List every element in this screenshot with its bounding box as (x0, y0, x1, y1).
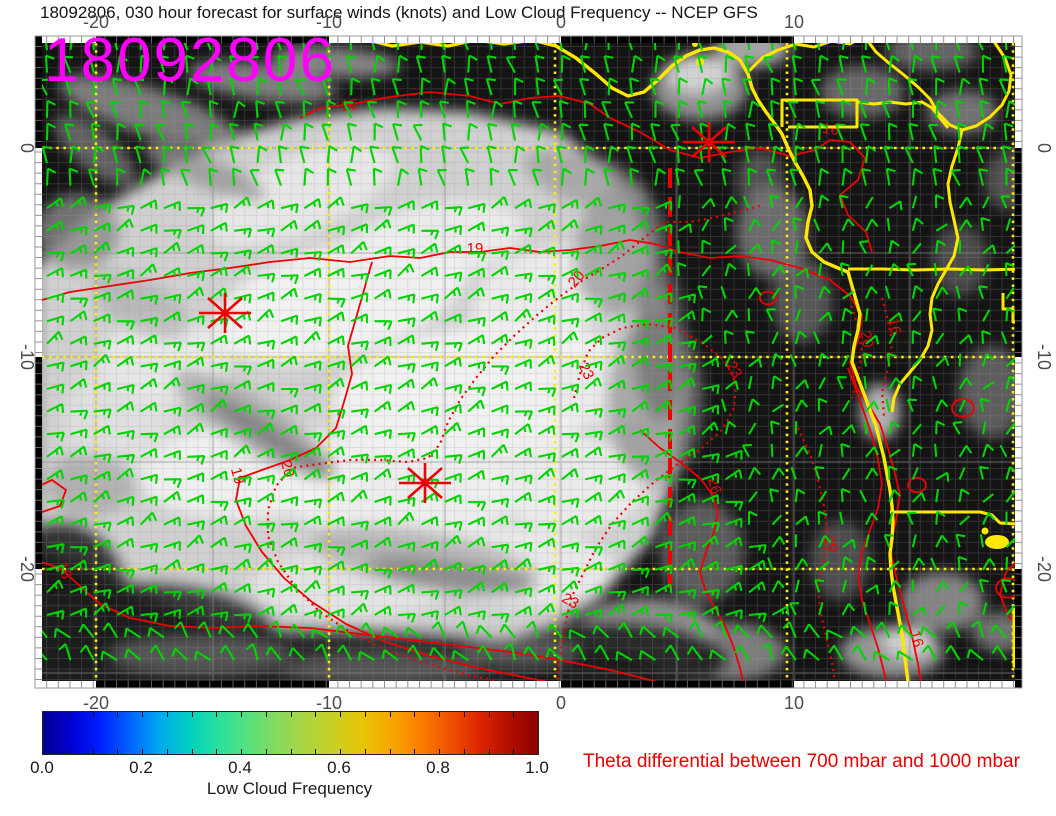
asterisk-marker (199, 293, 251, 333)
lon-tick-label-top: -20 (83, 12, 109, 32)
colorbar-tick (340, 749, 341, 754)
contour-label: 19 (467, 240, 484, 257)
colorbar-tick (290, 749, 292, 754)
map-frame (34, 35, 1023, 689)
colorbar-tick (142, 712, 143, 717)
colorbar-label: Low Cloud Frequency (206, 779, 373, 798)
colorbar (42, 711, 539, 755)
colorbar-tick (488, 712, 490, 717)
colorbar-tick (389, 749, 391, 754)
country-border (890, 129, 964, 413)
colorbar-tick-label: 0.0 (30, 758, 54, 777)
country-border (890, 510, 1017, 526)
lon-tick-label-top: 0 (556, 12, 566, 32)
colorbar-tick (513, 749, 515, 754)
colorbar-tick (414, 712, 416, 717)
chart-title: 18092806, 030 hour forecast for surface … (40, 3, 758, 22)
colorbar-tick (364, 712, 366, 717)
colorbar-tick-label: 0.8 (426, 758, 450, 777)
colorbar-tick (315, 749, 317, 754)
contour-label: 16 (821, 120, 840, 139)
colorbar-tick (216, 712, 218, 717)
colorbar-tick (364, 749, 366, 754)
colorbar-tick (265, 749, 267, 754)
lon-tick-label-bottom: 0 (556, 693, 566, 713)
colorbar-tick (92, 749, 94, 754)
lon-tick-label-top: 10 (784, 12, 804, 32)
lat-tick-label-right: -20 (1034, 556, 1054, 582)
theta-caption: Theta differential between 700 mbar and … (583, 751, 1020, 772)
lon-tick-label-bottom: -20 (83, 693, 109, 713)
contour-label: 23 (722, 358, 745, 381)
lat-tick-label-right: -10 (1034, 344, 1054, 370)
contour-label: 16 (340, 96, 359, 115)
lon-tick-label-top: -10 (316, 12, 342, 32)
colorbar-tick (117, 712, 119, 717)
contour-label: 23 (559, 590, 582, 613)
contour-label: 16 (53, 560, 75, 581)
colorbar-tick (290, 712, 292, 717)
colorbar-tick (166, 712, 168, 717)
colorbar-tick (439, 749, 440, 754)
colorbar-tick (488, 749, 490, 754)
colorbar-tick (166, 749, 168, 754)
coastline (367, 38, 911, 688)
lat-tick-label-right: 0 (1034, 143, 1054, 153)
colorbar-tick (389, 712, 391, 717)
colorbar-tick-label: 0.2 (129, 758, 153, 777)
contour-label: 29 (819, 534, 841, 555)
contour-label: 19 (227, 466, 248, 487)
colorbar-tick (414, 749, 416, 754)
coastline-layer (367, 36, 1022, 688)
country-border (780, 98, 859, 129)
colorbar-tick (92, 712, 94, 717)
colorbar-tick (241, 712, 242, 717)
colorbar-tick (117, 749, 119, 754)
colorbar-tick (513, 712, 515, 717)
salt-pan (985, 535, 1009, 549)
lat-tick-label-left: 0 (17, 143, 37, 153)
axis-labels: -20 -20 -10 -10 0 0 10 10 0 0 -10 -10 -20 -20 (17, 12, 1054, 713)
colorbar-tick (67, 712, 69, 717)
colorbar-tick (191, 712, 193, 717)
colorbar-tick-label: 1.0 (525, 758, 549, 777)
colorbar-tick (67, 749, 69, 754)
lat-tick-label-left: -20 (17, 556, 37, 582)
datestamp-overlay: 18092806 (44, 26, 336, 95)
contour-label: 26 (704, 476, 725, 497)
lon-tick-label-bottom: 10 (784, 693, 804, 713)
colorbar-tick (191, 749, 193, 754)
colorbar-tick (216, 749, 218, 754)
colorbar-tick (463, 749, 465, 754)
station-markers-layer (199, 122, 735, 503)
colorbar-tick-label: 0.6 (327, 758, 351, 777)
asterisk-marker (683, 122, 735, 162)
lat-tick-label-left: -10 (17, 344, 37, 370)
colorbar-tick (241, 749, 242, 754)
colorbar-tick (265, 712, 267, 717)
contour-label: 16 (885, 317, 905, 336)
country-border (848, 267, 1022, 272)
contour-label: 20 (857, 330, 877, 349)
colorbar-tick (439, 712, 440, 717)
lon-tick-label-bottom: -10 (316, 693, 342, 713)
colorbar-tick (315, 712, 317, 717)
asterisk-marker (399, 463, 451, 503)
minor-grid (35, 36, 1022, 688)
colorbar-tick (463, 712, 465, 717)
colorbar-tick (142, 749, 143, 754)
colorbar-tick-label: 0.4 (228, 758, 252, 777)
colorbar-tick (340, 712, 341, 717)
contour-label: 20 (277, 459, 298, 480)
